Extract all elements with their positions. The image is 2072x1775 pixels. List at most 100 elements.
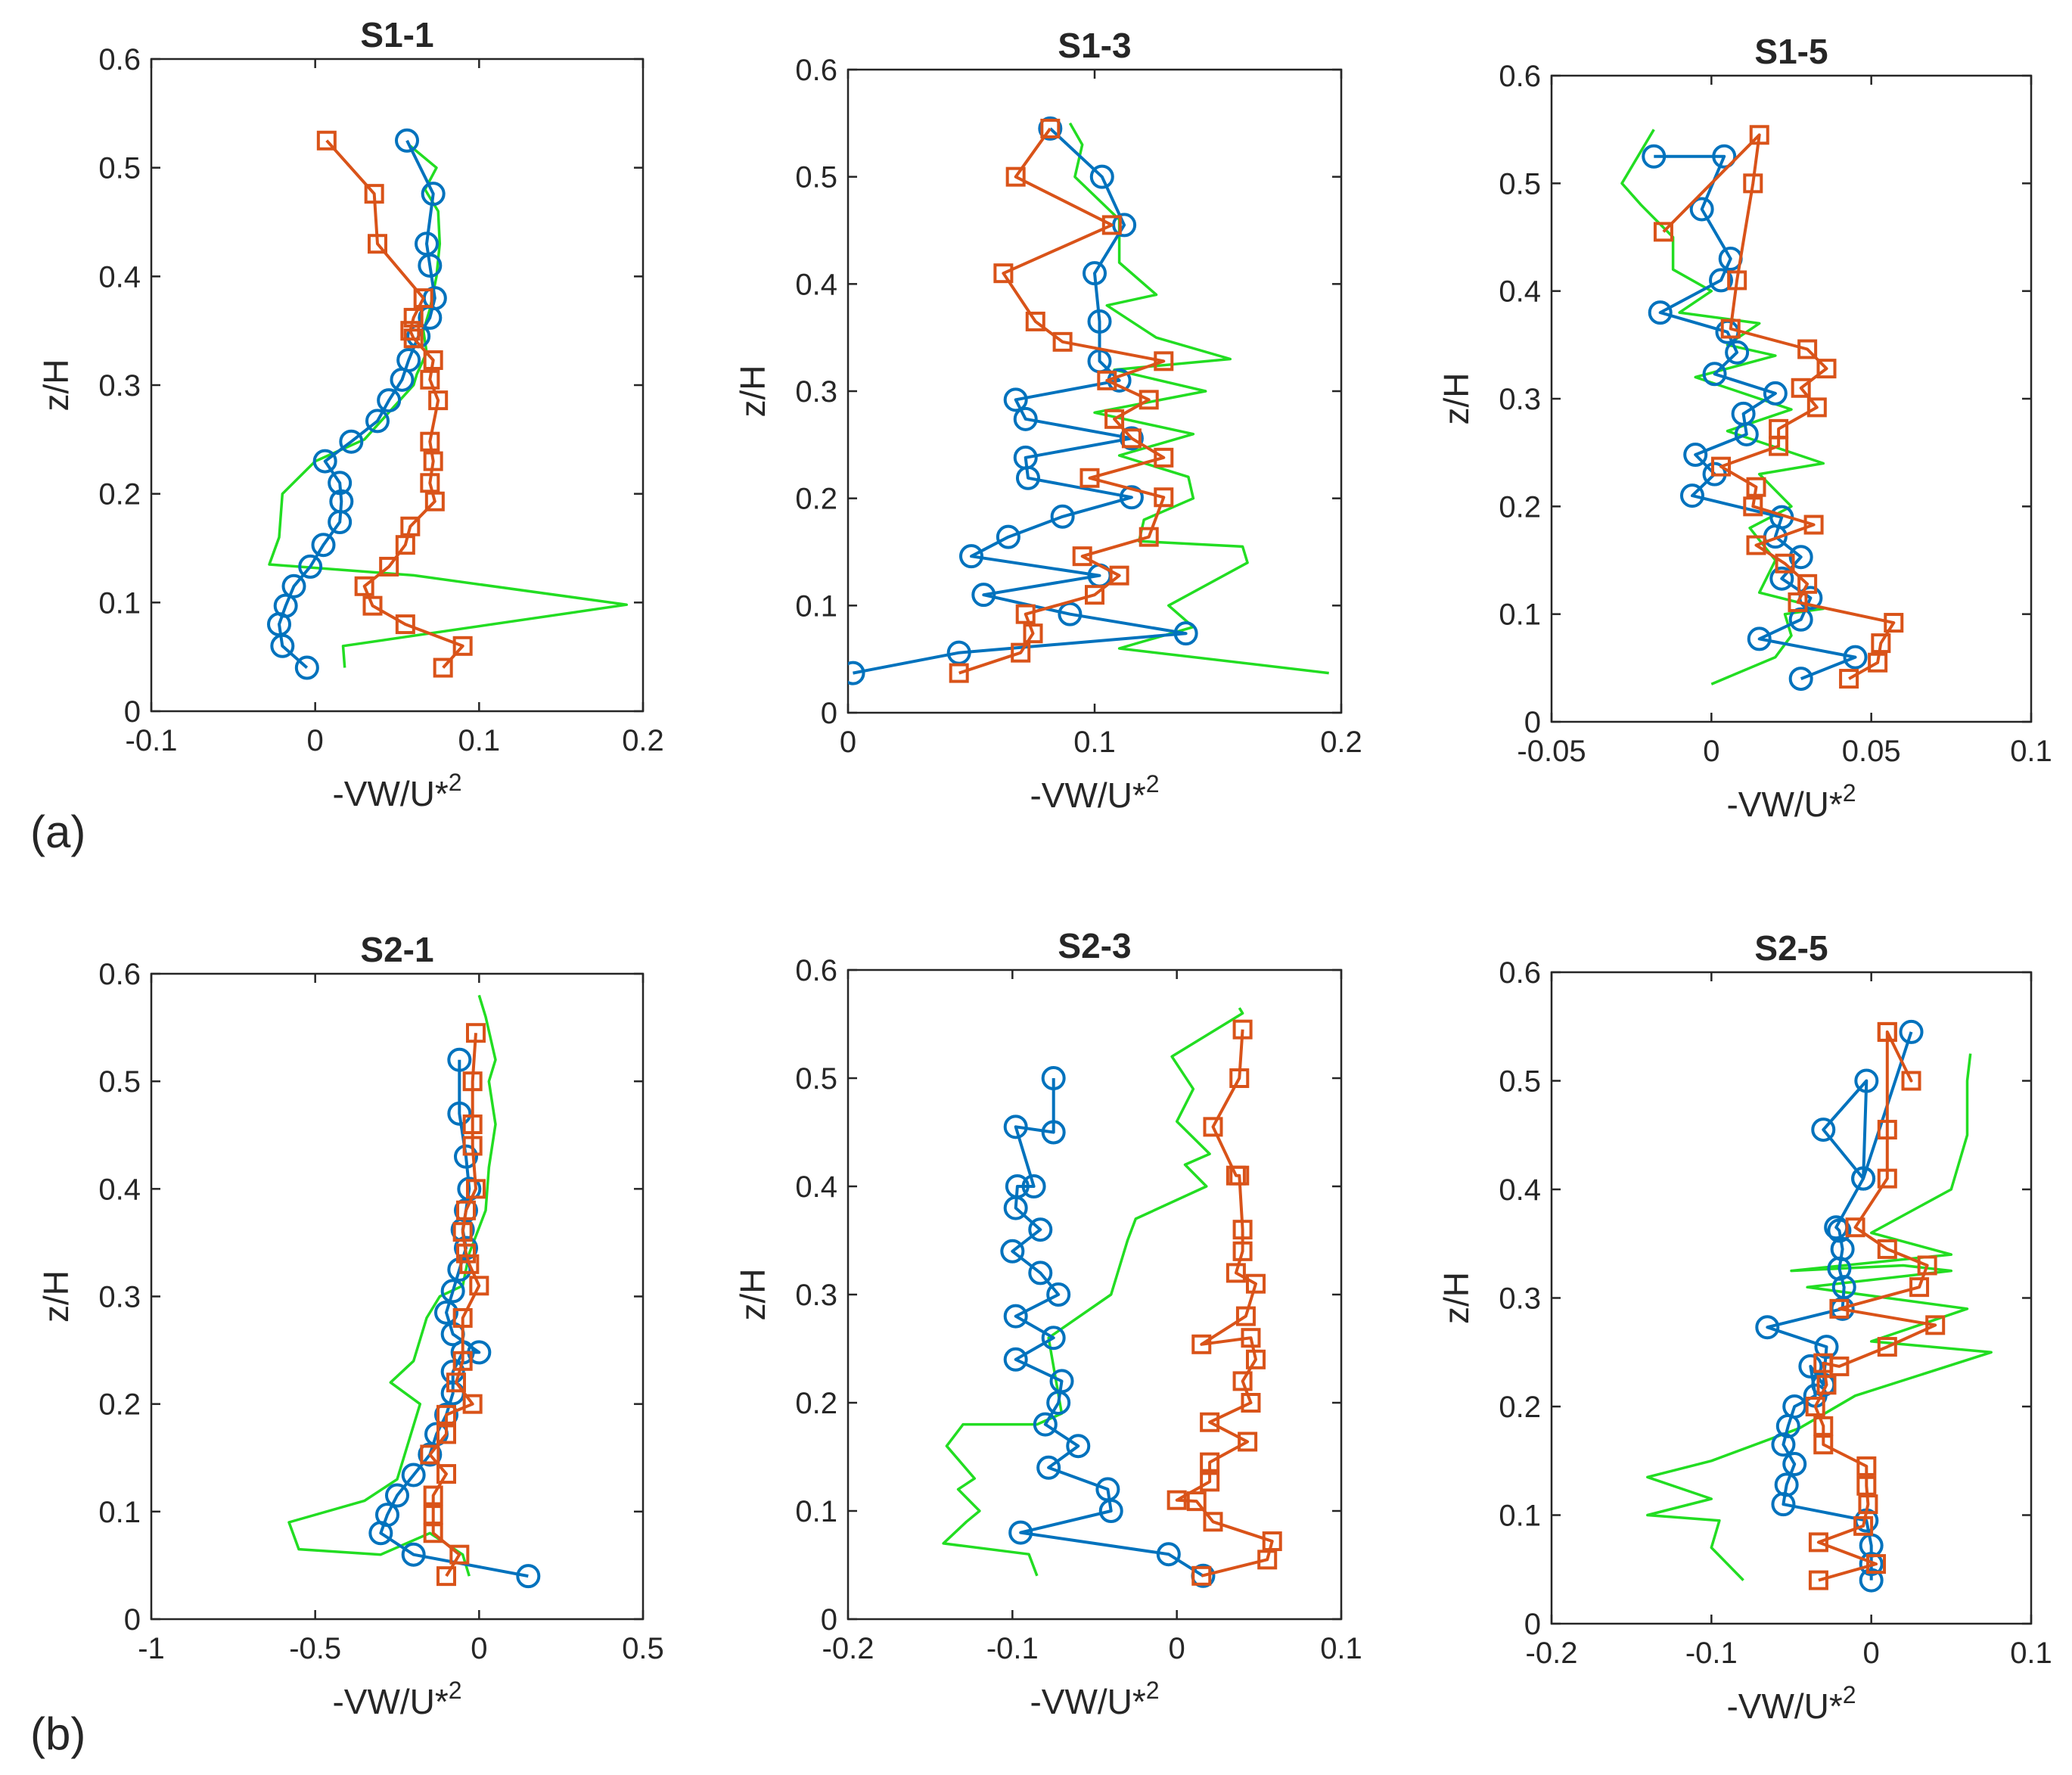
data-point-square bbox=[1808, 1532, 1828, 1553]
panel-S2-3: -0.2 -0.1 0 0.1 0 0.1 0.2 0.3 0.4 0.5 0.6 S2-3 -VW/U… bbox=[733, 926, 1362, 1721]
series-line-line bbox=[268, 145, 629, 668]
data-point-square bbox=[420, 369, 440, 390]
data-point-circle bbox=[1005, 1174, 1030, 1198]
data-point-square bbox=[1925, 1315, 1946, 1335]
data-point-square bbox=[424, 491, 445, 511]
x-tick-label: 0 bbox=[1169, 1632, 1185, 1665]
data-point-square bbox=[1203, 1117, 1223, 1137]
x-tick-label: -0.1 bbox=[986, 1632, 1039, 1665]
panel-S1-1: -0.1 0 0.1 0.200.10.20.30.40.50.6S1-1-VW/U*… bbox=[36, 15, 664, 813]
data-point-square bbox=[423, 451, 443, 471]
data-point-square bbox=[1829, 1298, 1850, 1319]
y-axis-label: z/H bbox=[733, 365, 772, 418]
x-tick-label: 0.2 bbox=[1320, 726, 1362, 759]
y-tick-label: 0.1 bbox=[1499, 1500, 1541, 1533]
data-point-circle bbox=[1788, 545, 1813, 570]
y-tick-label: 0.6 bbox=[795, 54, 837, 87]
data-point-square bbox=[1909, 1277, 1930, 1298]
y-tick-label: 0.1 bbox=[98, 586, 141, 620]
data-point-square bbox=[452, 636, 473, 656]
data-point-circle bbox=[312, 449, 337, 474]
data-point-circle bbox=[1702, 362, 1727, 387]
data-point-circle bbox=[1003, 1114, 1028, 1139]
data-point-square bbox=[1816, 1375, 1837, 1395]
data-point-circle bbox=[1731, 401, 1756, 426]
x-axis-label: -VW/U*2 bbox=[1726, 1681, 1856, 1726]
x-tick-label: -0.1 bbox=[1685, 1637, 1738, 1670]
data-point-square bbox=[1245, 1273, 1266, 1294]
data-point-square bbox=[1877, 1021, 1897, 1042]
data-point-circle bbox=[1003, 1304, 1028, 1329]
data-point-circle bbox=[1747, 626, 1772, 651]
data-point-square bbox=[1808, 1570, 1828, 1590]
data-point-square bbox=[1166, 1490, 1187, 1510]
data-point-square bbox=[1877, 1120, 1897, 1140]
data-point-square bbox=[1653, 222, 1673, 242]
data-point-circle bbox=[298, 554, 323, 579]
x-tick-label: -1 bbox=[138, 1632, 165, 1665]
data-point-circle bbox=[1830, 1236, 1855, 1261]
data-point-square bbox=[1025, 311, 1045, 331]
data-point-circle bbox=[1119, 485, 1144, 510]
data-point-circle bbox=[1058, 602, 1083, 626]
y-tick-label: 0.6 bbox=[1499, 60, 1541, 93]
data-point-square bbox=[1829, 1356, 1850, 1376]
data-point-circle bbox=[1089, 164, 1114, 189]
y-tick-label: 0.3 bbox=[1499, 383, 1541, 416]
data-point-square bbox=[1072, 546, 1092, 567]
series-line-square bbox=[1813, 1030, 1937, 1582]
data-point-square bbox=[1085, 585, 1104, 605]
data-point-square bbox=[436, 1464, 456, 1484]
data-point-square bbox=[1225, 1263, 1246, 1283]
data-point-square bbox=[1154, 487, 1174, 508]
data-point-circle bbox=[440, 1279, 465, 1304]
data-point-square bbox=[446, 1372, 466, 1393]
data-point-circle bbox=[959, 544, 983, 569]
data-point-square bbox=[1749, 125, 1769, 145]
data-point-square bbox=[1711, 456, 1732, 477]
data-point-square bbox=[459, 1254, 480, 1274]
data-point-circle bbox=[1689, 197, 1714, 222]
data-point-square bbox=[466, 1023, 486, 1043]
y-tick-label: 0.2 bbox=[98, 478, 141, 511]
data-point-circle bbox=[1679, 483, 1704, 508]
data-point-square bbox=[1225, 1165, 1246, 1186]
y-tick-label: 0.5 bbox=[98, 152, 141, 185]
y-tick-label: 0.5 bbox=[795, 1062, 837, 1096]
x-tick-label: 0 bbox=[307, 724, 324, 757]
x-tick-label: 0 bbox=[840, 726, 856, 759]
data-point-circle bbox=[1003, 1347, 1028, 1372]
data-point-square bbox=[1917, 1255, 1937, 1276]
y-tick-label: 0.1 bbox=[795, 1495, 837, 1528]
data-point-square bbox=[400, 516, 421, 536]
data-point-square bbox=[1040, 118, 1061, 138]
data-point-circle bbox=[339, 429, 364, 454]
y-tick-label: 0 bbox=[124, 695, 141, 729]
data-point-square bbox=[1746, 535, 1766, 555]
y-axis-label: z/H bbox=[733, 1269, 772, 1321]
data-point-circle bbox=[401, 1542, 426, 1567]
y-tick-label: 0 bbox=[821, 1603, 837, 1637]
chart-title: S1-3 bbox=[1058, 26, 1131, 65]
data-point-circle bbox=[1021, 1174, 1046, 1198]
data-point-square bbox=[469, 1276, 489, 1296]
data-point-circle bbox=[328, 471, 353, 496]
y-tick-label: 0.3 bbox=[795, 375, 837, 409]
data-point-circle bbox=[1763, 381, 1788, 406]
data-point-square bbox=[423, 1505, 443, 1525]
x-tick-label: 0 bbox=[1703, 735, 1719, 768]
data-point-square bbox=[462, 1114, 483, 1135]
y-tick-label: 0.3 bbox=[795, 1279, 837, 1312]
y-axis-label: z/H bbox=[1437, 1272, 1476, 1324]
data-point-square bbox=[1015, 604, 1036, 624]
data-point-circle bbox=[516, 1564, 541, 1589]
data-point-circle bbox=[1782, 1394, 1807, 1419]
data-point-square bbox=[1877, 1239, 1897, 1259]
data-point-square bbox=[1232, 1220, 1253, 1240]
data-point-circle bbox=[1843, 645, 1868, 670]
series-line-square bbox=[1175, 1029, 1274, 1578]
data-point-square bbox=[420, 473, 440, 493]
data-point-square bbox=[1052, 331, 1073, 352]
panel-S1-5: -0.05 0 0.05 0.100.10.20.30.40.50.6S1-5-VW/… bbox=[1437, 32, 2052, 824]
